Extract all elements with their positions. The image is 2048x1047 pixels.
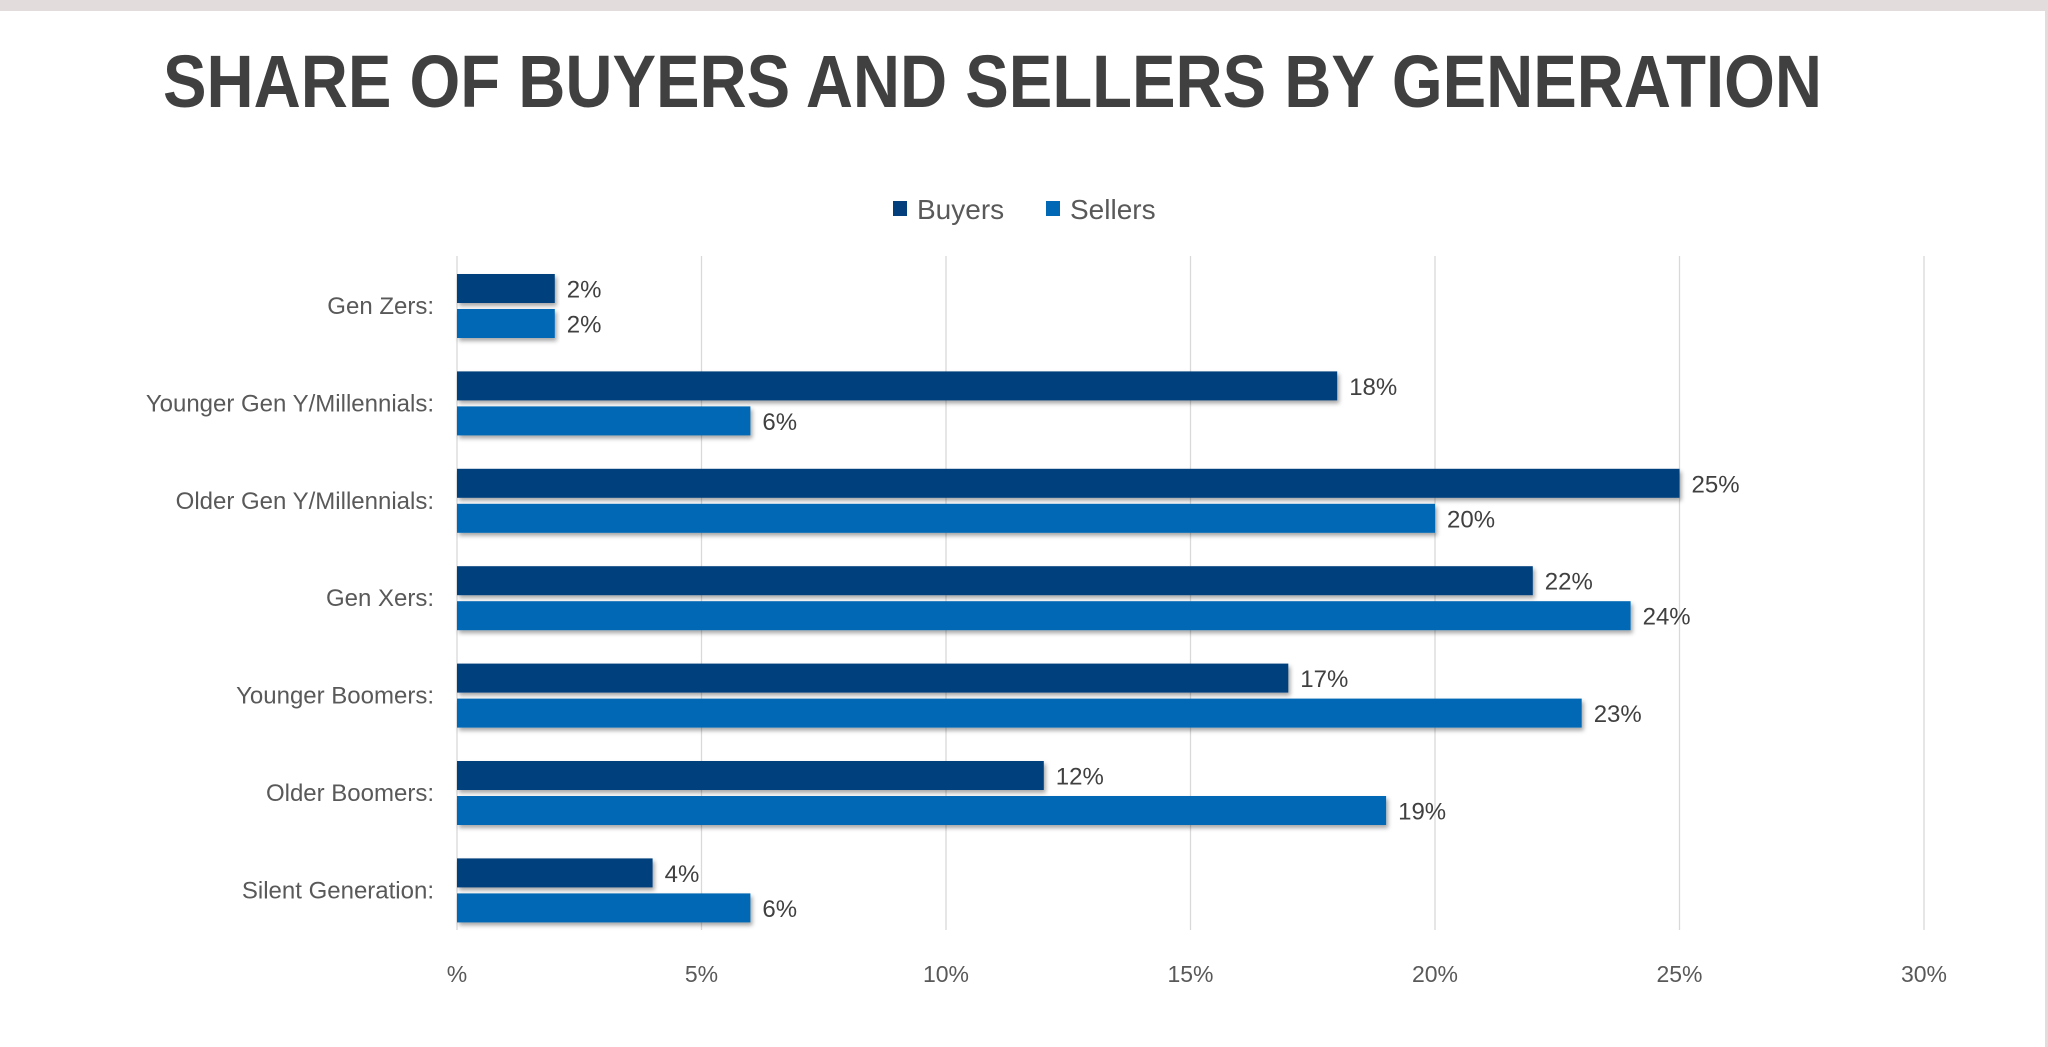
x-tick-labels: % 5% 10% 15% 20% 25% 30% (447, 961, 1947, 987)
x-tick-label: 25% (1656, 961, 1702, 987)
legend-label-sellers: Sellers (1070, 194, 1156, 225)
data-label-buyers: 18% (1349, 374, 1397, 401)
data-label-sellers: 24% (1643, 604, 1691, 631)
data-label-sellers: 2% (567, 312, 602, 339)
bar-sellers (457, 796, 1387, 825)
bar-buyers (457, 274, 555, 303)
bar-buyers (457, 761, 1044, 790)
bar-sellers (457, 309, 555, 338)
window-right-border (2045, 0, 2048, 1047)
bar-buyers (457, 468, 1680, 498)
bar-buyers (457, 858, 653, 888)
bar-buyers (457, 663, 1289, 693)
legend-swatch-sellers (1046, 201, 1060, 216)
x-tick-label: 20% (1412, 961, 1458, 987)
category-label: Older Boomers: (266, 780, 434, 807)
x-tick-label: 5% (685, 961, 718, 987)
category-label: Gen Xers: (326, 585, 434, 612)
x-tick-label: 10% (923, 961, 969, 987)
legend-swatch-buyers (893, 201, 907, 216)
data-label-sellers: 19% (1398, 799, 1446, 826)
legend: Buyers Sellers (893, 194, 1156, 225)
window-top-border (0, 0, 2048, 11)
category-label: Older Gen Y/Millennials: (176, 488, 434, 515)
bar-sellers (457, 503, 1435, 533)
data-label-sellers: 6% (762, 409, 797, 436)
bar-sellers (457, 893, 751, 923)
data-label-sellers: 6% (762, 896, 797, 923)
data-label-buyers: 17% (1300, 666, 1348, 693)
bars: 2% 2% 18% 6% 25% 20% 22% 24% 17% 23% 12% 19% 4% 6% (457, 274, 1740, 923)
data-label-buyers: 25% (1692, 471, 1740, 498)
data-label-buyers: 2% (567, 277, 602, 304)
data-label-sellers: 23% (1594, 701, 1642, 728)
data-label-buyers: 12% (1056, 764, 1104, 791)
x-tick-label: 30% (1901, 961, 1947, 987)
x-tick-label: 15% (1167, 961, 1213, 987)
category-label: Gen Zers: (327, 293, 434, 320)
x-tick-label: % (447, 961, 467, 987)
category-labels: Gen Zers: Younger Gen Y/Millennials: Older… (146, 293, 434, 904)
chart-title: SHARE OF BUYERS AND SELLERS BY GENERATIO… (163, 40, 1822, 123)
category-label: Younger Gen Y/Millennials: (146, 390, 434, 417)
bar-buyers (457, 566, 1533, 596)
data-label-sellers: 20% (1447, 506, 1495, 533)
bar-buyers (457, 371, 1338, 401)
bar-sellers (457, 406, 751, 436)
legend-label-buyers: Buyers (917, 194, 1004, 225)
data-label-buyers: 22% (1545, 569, 1593, 596)
bar-sellers (457, 698, 1582, 728)
category-label: Silent Generation: (242, 877, 434, 904)
data-label-buyers: 4% (665, 861, 700, 888)
category-label: Younger Boomers: (236, 683, 434, 710)
bar-sellers (457, 601, 1631, 631)
